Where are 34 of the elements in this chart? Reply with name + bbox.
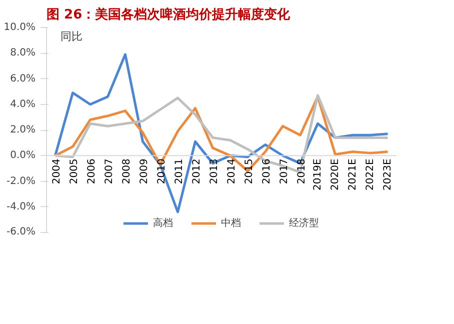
y-tick-label: 0.0% [10,150,36,162]
x-tick-label: 2021E [347,158,358,190]
legend-label: 中档 [221,216,241,230]
x-tick-label: 2010 [156,158,168,184]
y-tick-label: 2.0% [10,124,36,136]
legend-label: 经济型 [289,216,319,230]
chart-title: 图 26：美国各档次啤酒均价提升幅度变化 [46,6,292,22]
x-tick-label: 2019E [312,158,324,190]
y-tick-label: -6.0% [6,226,36,238]
x-tick-label: 2016 [261,158,272,184]
x-tick-label: 2020E [330,158,341,190]
x-tick-label: 2005 [68,158,80,184]
x-tick-label: 2013 [208,158,220,184]
y-tick-label: -2.0% [6,176,36,187]
x-tick-label: 2014 [226,158,238,184]
x-tick-label: 2015 [244,158,255,184]
x-tick-label: 2011 [174,158,185,184]
annotation: 同比 [60,30,82,43]
x-tick-label: 2007 [104,158,115,184]
x-tick-label: 2022E [364,158,376,190]
x-tick-label: 2023E [382,158,394,190]
x-tick-label: 2018 [296,158,308,184]
x-tick-label: 2008 [121,158,132,184]
x-tick-label: 2009 [138,158,150,184]
x-tick-label: 2017 [278,158,290,184]
y-tick-label: -4.0% [6,201,36,212]
x-tick-label: 2004 [51,158,62,184]
x-tick-label: 2006 [86,158,98,184]
y-tick-label: 10.0% [4,22,36,33]
x-tick-label: 2012 [191,158,202,184]
y-tick-label: 4.0% [10,98,36,110]
legend-label: 高档 [153,216,173,230]
y-tick-label: 8.0% [10,48,36,59]
y-tick-label: 6.0% [10,73,36,84]
